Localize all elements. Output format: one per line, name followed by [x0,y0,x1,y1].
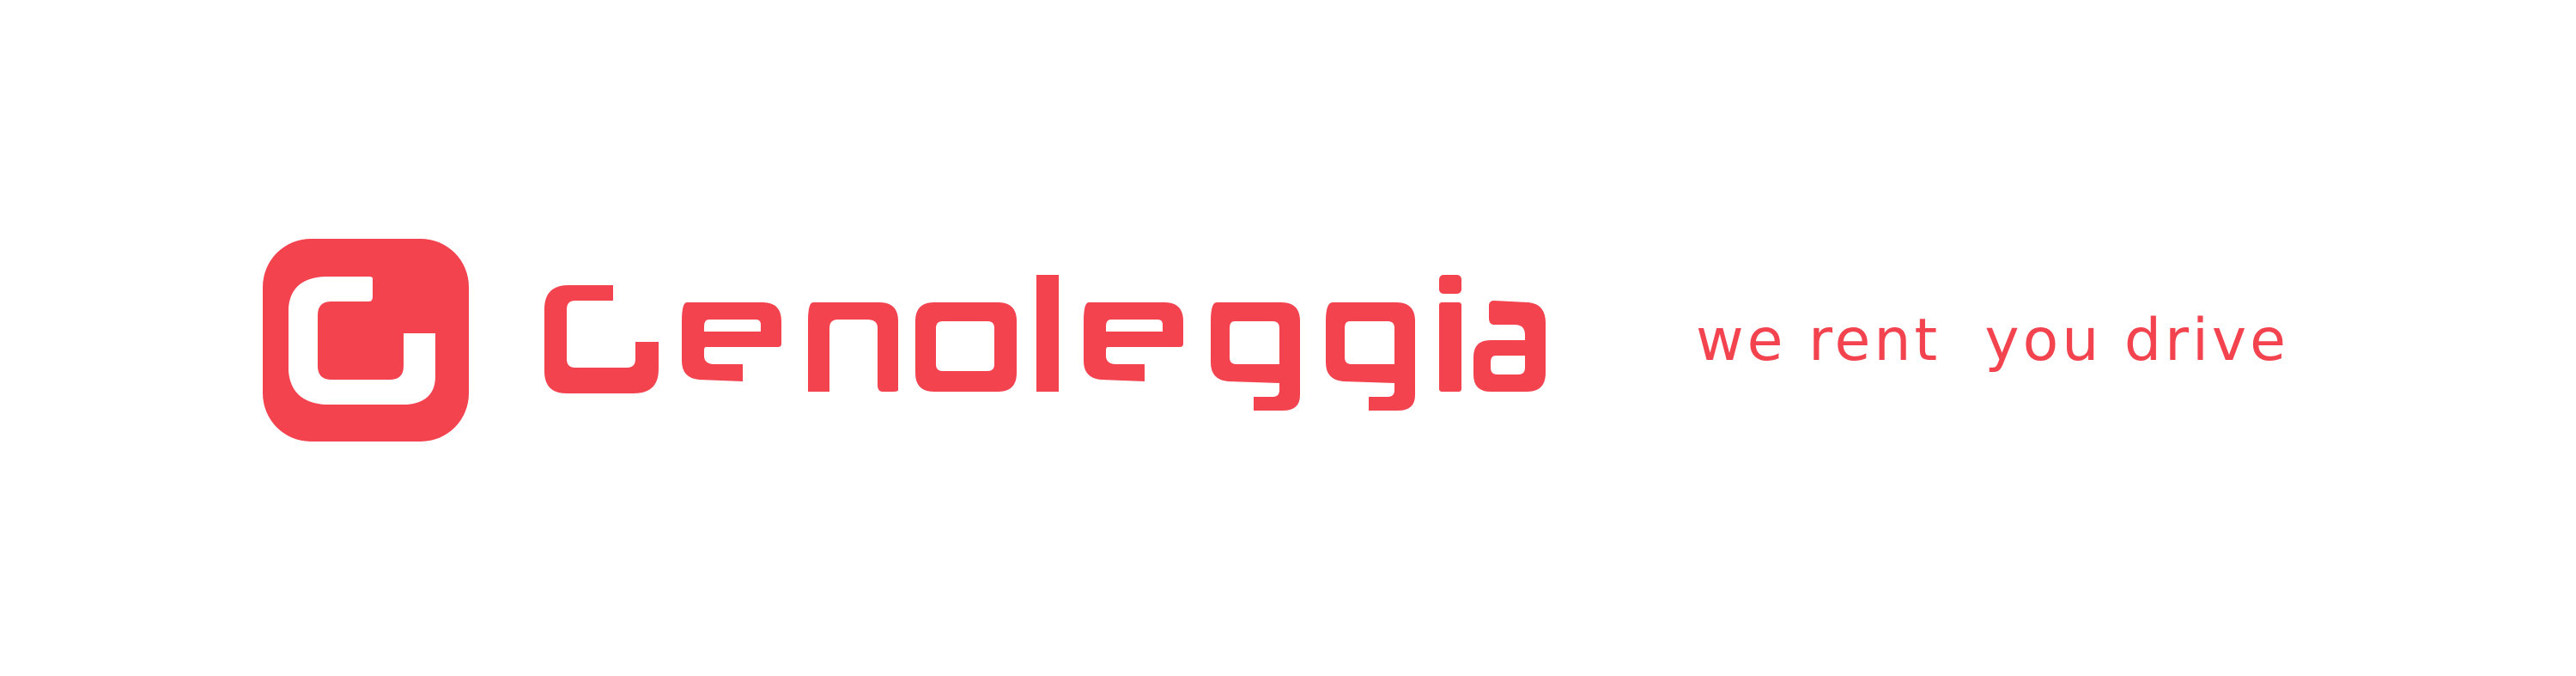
wordmark-glyphs [544,275,1546,411]
genoleggia-g-logo-icon [263,239,469,442]
brand-name-text: Genoleggia [541,275,1631,412]
brand-tagline: we rent you drive [1696,307,2290,375]
brand-wordmark: Genoleggia [541,275,1631,412]
